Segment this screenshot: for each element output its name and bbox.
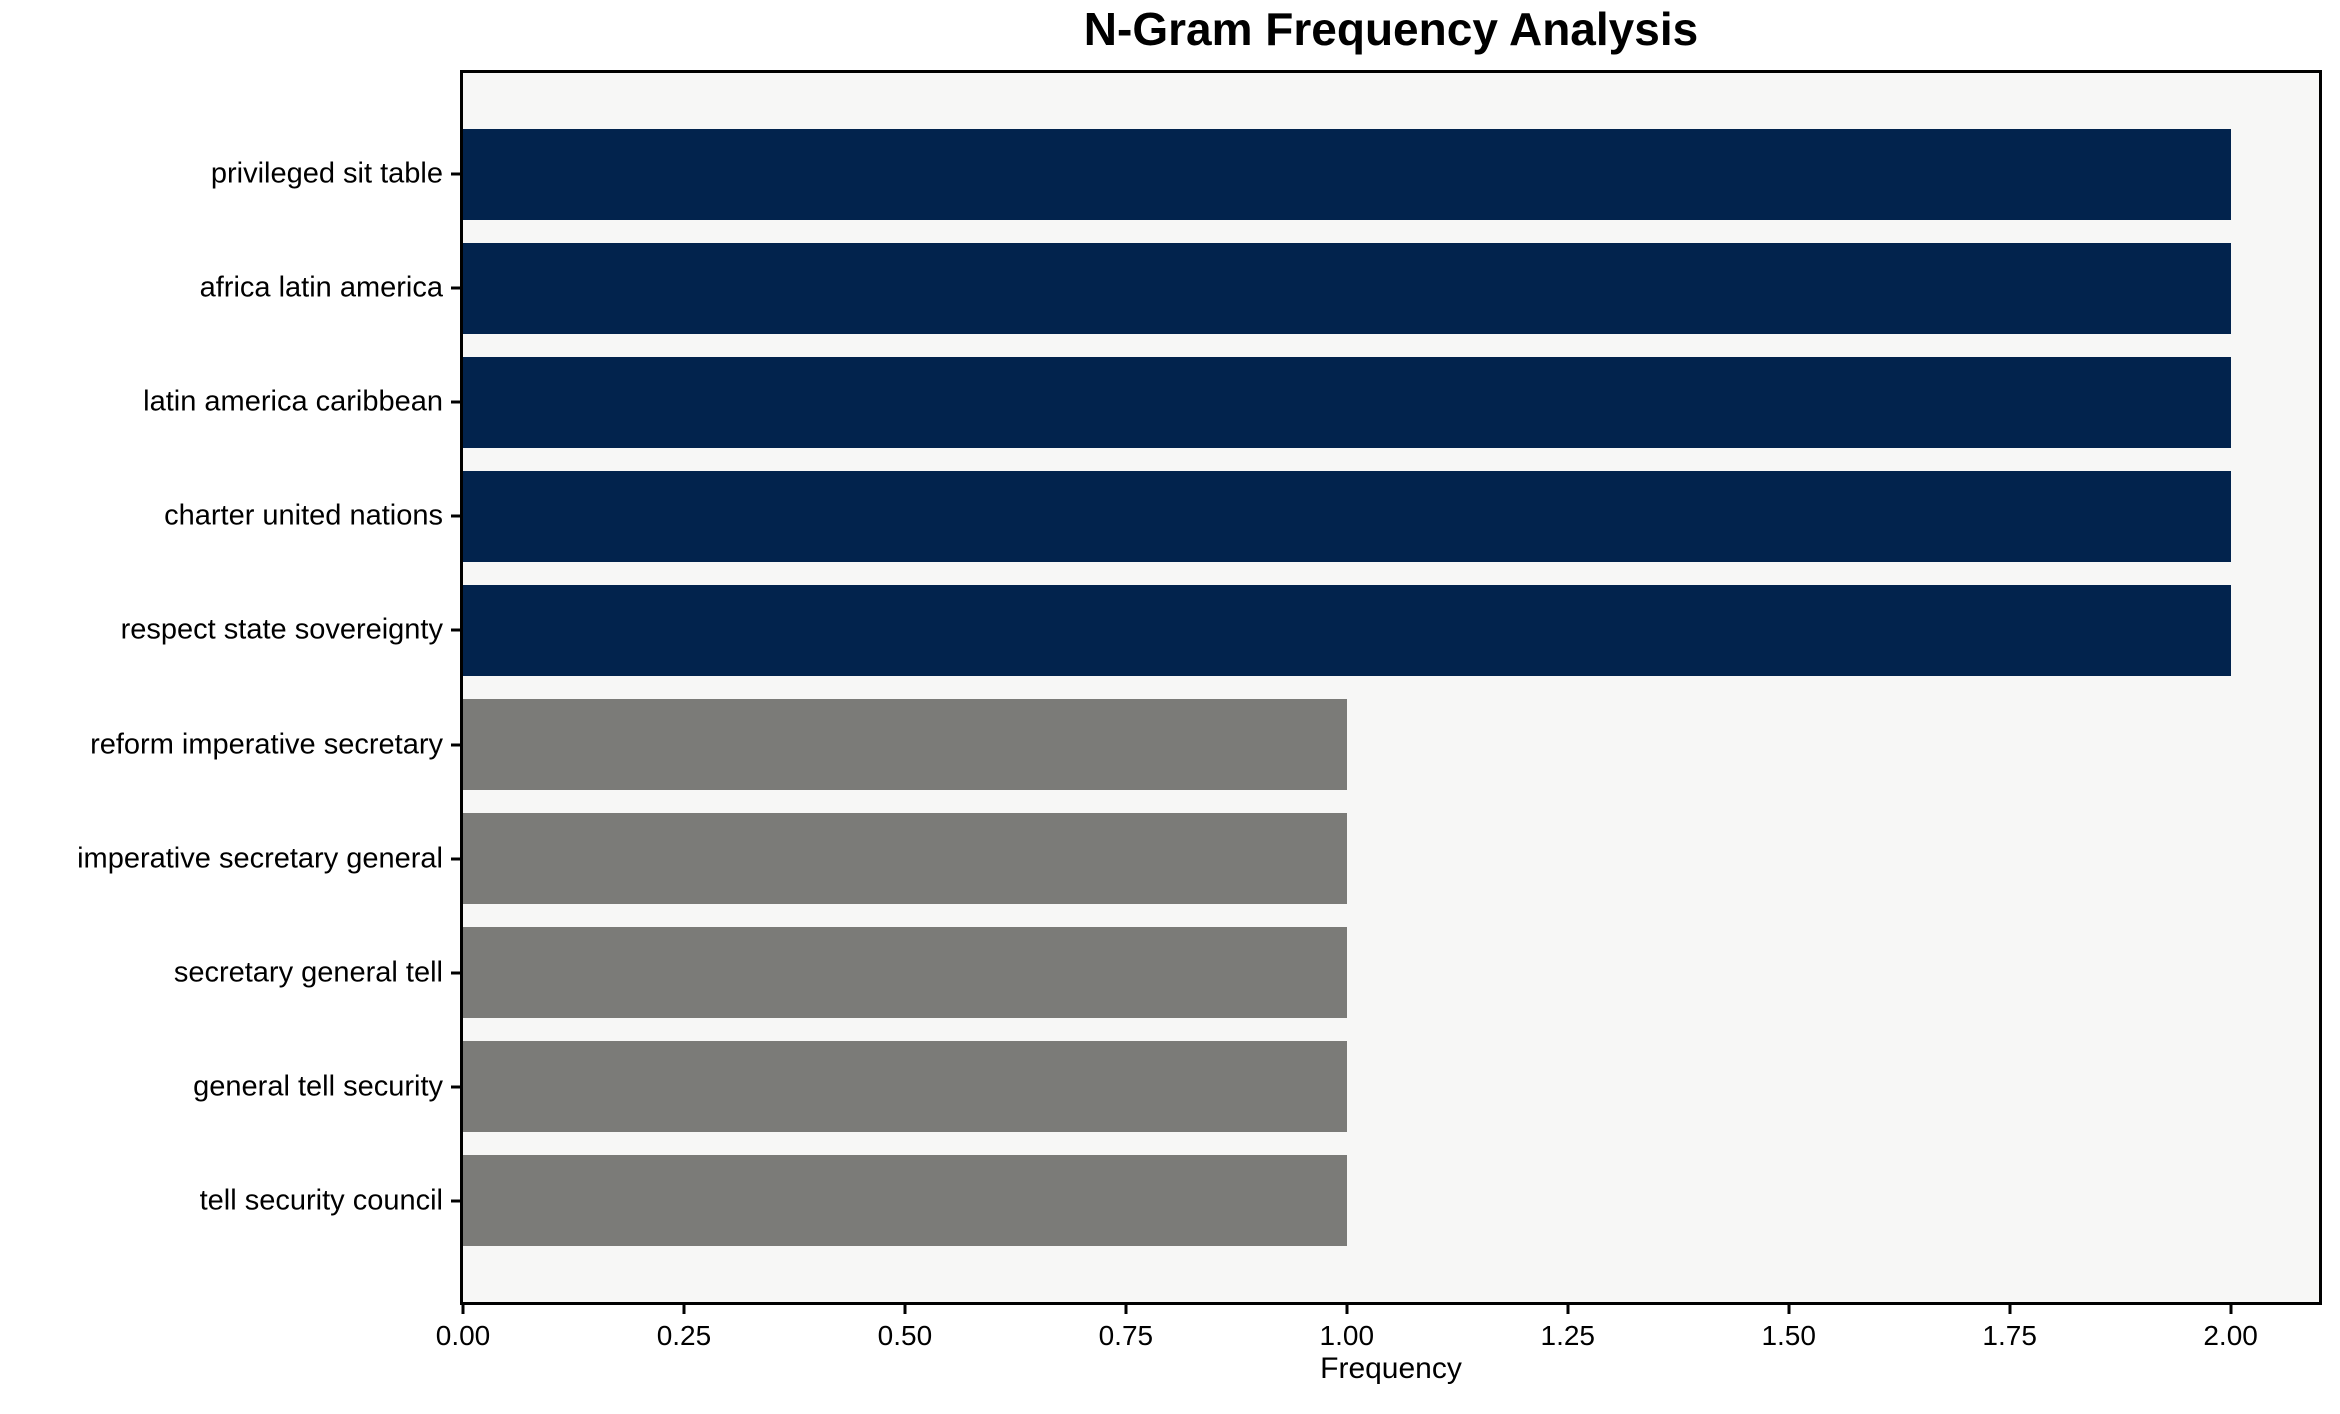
x-tick-label: 1.50 — [1761, 1320, 1816, 1351]
x-tick-label: 1.25 — [1540, 1320, 1596, 1351]
y-tick-label: imperative secretary general — [77, 842, 443, 874]
y-tick-label: respect state sovereignty — [120, 613, 443, 646]
y-tick-label: secretary general tell — [173, 956, 443, 989]
bar — [463, 470, 2231, 563]
x-tick-label: 0.75 — [1098, 1320, 1154, 1351]
bar — [463, 1040, 1347, 1133]
x-axis-tick — [2229, 1302, 2233, 1314]
x-axis-title: Frequency — [1320, 1352, 1462, 1385]
y-axis-tick — [451, 286, 460, 290]
x-axis-tick — [461, 1302, 465, 1314]
x-tick-label: 0.25 — [656, 1320, 712, 1351]
bar — [463, 128, 2231, 221]
y-tick-label: tell security council — [199, 1184, 443, 1217]
y-axis-tick — [451, 1085, 460, 1089]
y-axis-tick — [451, 400, 460, 404]
y-axis-tick — [451, 1199, 460, 1203]
x-axis-tick — [682, 1302, 686, 1314]
bar — [463, 1154, 1347, 1247]
y-axis-tick — [451, 971, 460, 975]
bar — [463, 584, 2231, 677]
y-axis-tick — [451, 857, 460, 860]
bar — [463, 242, 2231, 335]
x-tick-label: 1.00 — [1319, 1320, 1375, 1351]
bar — [463, 812, 1347, 905]
y-tick-label: latin america caribbean — [143, 385, 443, 418]
x-axis-tick — [1124, 1302, 1128, 1314]
y-axis-tick — [451, 172, 460, 176]
x-axis-tick — [1787, 1302, 1791, 1314]
bar — [463, 926, 1347, 1019]
x-tick-label: 0.50 — [877, 1320, 933, 1351]
y-axis-tick — [451, 628, 460, 632]
x-axis-tick — [903, 1302, 907, 1314]
x-tick-label: 0.00 — [435, 1320, 491, 1351]
x-tick-label: 2.00 — [2203, 1320, 2258, 1351]
x-axis-tick — [2008, 1302, 2012, 1314]
x-tick-label: 1.75 — [1982, 1320, 2037, 1351]
plot-area: privileged sit table africa latin america… — [77, 70, 2322, 1351]
y-tick-label: africa latin america — [199, 271, 443, 304]
bar — [463, 356, 2231, 449]
y-tick-label: charter united nations — [164, 499, 443, 532]
y-tick-label: general tell security — [193, 1070, 443, 1103]
y-axis-tick — [451, 514, 460, 518]
chart-title: N-Gram Frequency Analysis — [1083, 3, 1699, 55]
y-tick-label: reform imperative secretary — [90, 728, 443, 760]
x-axis-tick — [1345, 1302, 1349, 1314]
bar — [463, 698, 1347, 791]
x-axis-tick — [1566, 1302, 1570, 1314]
y-tick-label: privileged sit table — [210, 157, 443, 190]
y-axis-tick — [451, 743, 460, 746]
